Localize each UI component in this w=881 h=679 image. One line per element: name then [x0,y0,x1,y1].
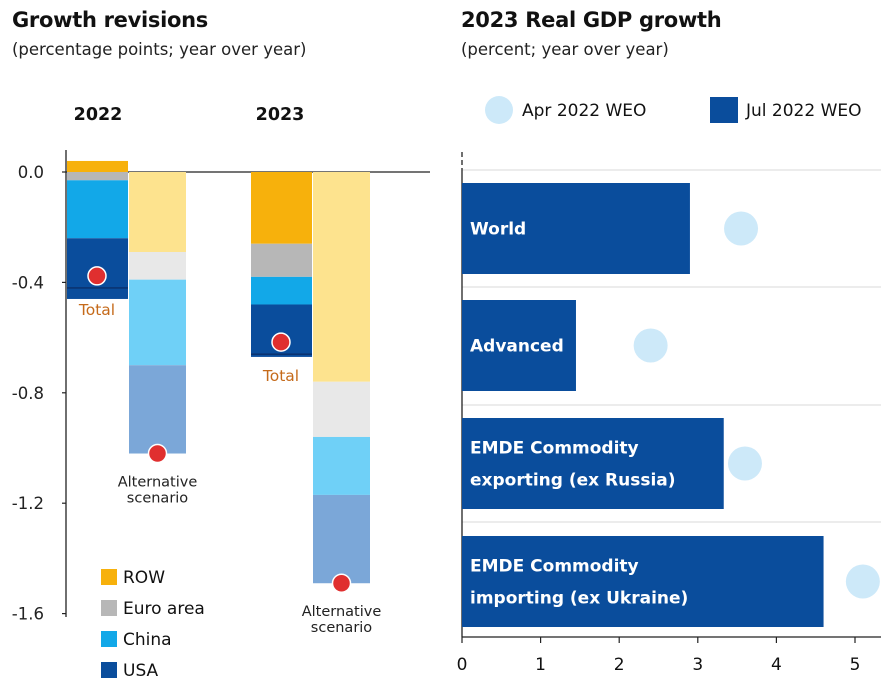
total-label-2023: Total [262,367,299,385]
bar-segment-2022-alternative-euro-area [129,252,186,280]
x-tick-label: 3 [692,655,703,675]
alternative-marker-2022 [147,443,168,464]
x-tick-label: 5 [850,655,861,675]
y-tick-label: -0.4 [12,273,44,292]
apr-marker-world [724,211,759,246]
legend-swatch-china [101,631,117,647]
legend-marker-apr-2022-weo [485,96,513,124]
legend-swatch-usa [101,662,117,678]
legend-swatch-row [101,569,117,585]
bar-segment-2023-alternative-usa [313,494,370,584]
bar-segment-2022-alternative-usa [129,365,186,454]
bar-segment-2023-alternative-euro-area [313,381,370,437]
bar-segment-2022-baseline-row [67,160,128,172]
category-label-world: World [470,220,526,240]
legend-marker-jul-2022-weo [710,97,738,123]
bar-segment-2022-baseline-euro-area [67,172,128,181]
bar-segment-2022-alternative-row [129,172,186,253]
legend-label-usa: USA [123,661,159,679]
category-label-emde-commodity-exporting-ex-russia: EMDE Commodity [470,439,639,459]
alternative-label-2022: Alternative scenario [118,475,198,507]
bar-segment-2023-baseline-china [251,276,312,305]
alternative-label-2023: Alternative scenario [302,604,382,636]
legend-label-jul-2022-weo: Jul 2022 WEO [745,101,862,121]
gdp-bar-advanced [462,300,576,391]
legend-label-euro-area: Euro area [123,599,205,619]
bar-segment-2022-baseline-china [67,180,128,239]
group-label-2022: 2022 [74,105,123,125]
apr-marker-advanced [633,328,668,363]
category-label-emde-commodity-importing-ex-ukraine: importing (ex Ukraine) [470,589,688,609]
y-tick-label: -1.2 [12,494,44,513]
bar-segment-2023-alternative-china [313,436,370,495]
category-label-advanced: Advanced [470,337,564,357]
left-chart-subtitle: (percentage points; year over year) [12,40,307,59]
left-chart-title: Growth revisions [12,8,208,32]
legend-label-apr-2022-weo: Apr 2022 WEO [522,101,646,121]
alternative-marker-2023 [331,573,352,593]
bar-segment-2023-alternative-row [313,172,370,382]
bar-segment-2023-baseline-euro-area [251,243,312,277]
legend-swatch-euro-area [101,600,117,616]
legend-label-row: ROW [123,568,165,588]
gdp-bar-world [462,183,690,274]
category-label-emde-commodity-importing-ex-ukraine: EMDE Commodity [470,557,639,577]
total-marker-2023 [271,332,291,352]
right-chart-title: 2023 Real GDP growth [461,8,722,32]
y-tick-label: 0.0 [18,163,44,182]
x-tick-label: 2 [614,655,625,675]
total-label-2022: Total [78,301,115,319]
y-tick-label: -0.8 [12,384,44,403]
apr-marker-emde-commodity-importing-ex-ukraine [845,564,880,599]
gdp-bar-emde-commodity-exporting-ex-russia [462,418,724,509]
y-tick-label: -1.6 [12,605,44,624]
x-tick-label: 0 [457,655,468,675]
bar-segment-2022-alternative-china [129,279,186,366]
group-label-2023: 2023 [256,105,305,125]
apr-marker-emde-commodity-exporting-ex-russia [727,446,762,481]
bar-segment-2023-baseline-row [251,172,312,244]
total-marker-2022 [87,266,107,286]
right-chart-subtitle: (percent; year over year) [461,40,669,59]
growth-revisions-chart: 0.0 -0.4 -0.8 -1.2 -1.6 2022 Total Alternative s… [12,105,430,679]
category-label-emde-commodity-exporting-ex-russia: exporting (ex Russia) [470,471,676,491]
legend-label-china: China [123,630,172,650]
gdp-bar-emde-commodity-importing-ex-ukraine [462,536,824,627]
gdp-growth-chart: Apr 2022 WEO Jul 2022 WEO World Advanced EMD… [457,96,881,675]
x-tick-label: 1 [535,655,546,675]
x-tick-label: 4 [771,655,782,675]
